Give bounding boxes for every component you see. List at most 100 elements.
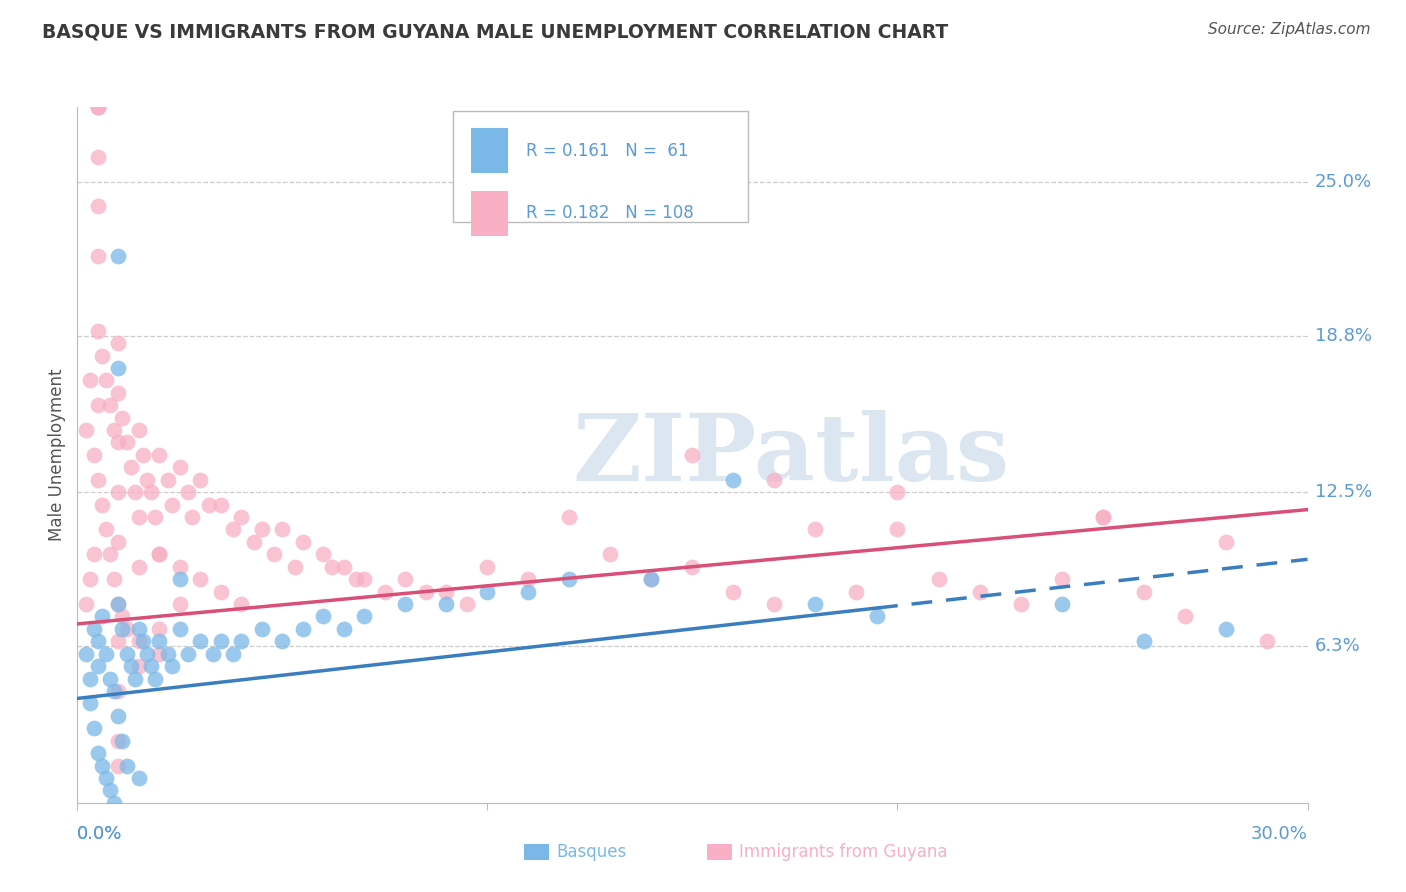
Point (148, 647, 170, 661)
Point (128, 510, 150, 524)
Point (344, 572, 367, 586)
Point (866, 609, 889, 624)
Point (250, 622, 273, 636)
Point (79, 572, 101, 586)
Point (103, 684, 125, 698)
Point (169, 460, 191, 475)
Point (90, 609, 114, 624)
Point (1215, 622, 1237, 636)
Point (599, 547, 621, 561)
Point (436, 597, 458, 611)
Point (201, 647, 224, 661)
Point (128, 659, 150, 673)
Point (111, 733, 134, 747)
Point (115, 758, 138, 772)
Point (90, 758, 114, 772)
Point (477, 584, 499, 599)
Point (517, 584, 540, 599)
Point (169, 622, 191, 636)
Point (87, 634, 110, 648)
Point (284, 559, 307, 574)
Point (148, 547, 170, 561)
Point (75, 423, 97, 437)
Point (107, 684, 129, 698)
Point (87, 150, 110, 164)
Point (83, 547, 105, 561)
Point (115, 622, 138, 636)
Point (312, 547, 335, 561)
Point (1174, 609, 1197, 624)
Point (197, 498, 219, 512)
Point (90, 349, 114, 363)
Point (682, 448, 704, 462)
Point (1091, 510, 1114, 524)
Point (87, 199, 110, 213)
Point (83, 721, 105, 735)
Point (128, 423, 150, 437)
Point (177, 647, 200, 661)
Point (558, 572, 581, 586)
Point (169, 597, 191, 611)
Point (558, 510, 581, 524)
Point (209, 634, 232, 648)
Point (107, 249, 129, 263)
Point (928, 572, 950, 586)
Point (1010, 597, 1032, 611)
Point (87, 324, 110, 338)
Point (394, 597, 416, 611)
Point (333, 559, 356, 574)
Point (111, 410, 134, 425)
Point (148, 634, 170, 648)
Point (90, 498, 114, 512)
Text: 18.8%: 18.8% (1315, 326, 1372, 344)
Point (222, 523, 245, 537)
Point (148, 547, 170, 561)
Point (94, 647, 117, 661)
Point (353, 572, 375, 586)
Point (1050, 597, 1073, 611)
Point (132, 448, 155, 462)
Point (250, 523, 273, 537)
Point (124, 485, 146, 500)
Point (79, 373, 101, 387)
Point (394, 572, 416, 586)
Point (804, 597, 827, 611)
Point (271, 523, 294, 537)
Point (353, 609, 375, 624)
Point (107, 535, 129, 549)
Point (98, 398, 121, 412)
Point (374, 584, 396, 599)
Point (103, 796, 125, 810)
Point (128, 622, 150, 636)
Point (107, 385, 129, 400)
Point (188, 473, 212, 487)
Point (209, 498, 232, 512)
Point (242, 535, 264, 549)
Point (682, 559, 704, 574)
Point (107, 708, 129, 723)
Point (160, 659, 183, 673)
Point (83, 622, 105, 636)
Point (1091, 510, 1114, 524)
Point (115, 647, 138, 661)
Point (271, 634, 294, 648)
Point (886, 485, 908, 500)
Point (1050, 572, 1073, 586)
Point (128, 771, 150, 785)
Point (103, 423, 125, 437)
Point (120, 460, 142, 475)
Point (969, 584, 991, 599)
Bar (471, 191, 508, 235)
Point (87, 746, 110, 760)
Point (107, 597, 129, 611)
Point (148, 448, 170, 462)
Point (415, 584, 437, 599)
Point (1256, 634, 1278, 648)
Point (436, 584, 458, 599)
Point (156, 647, 179, 661)
Text: 0.0%: 0.0% (77, 825, 122, 843)
Point (723, 473, 745, 487)
Point (128, 634, 150, 648)
Point (291, 622, 314, 636)
Point (136, 647, 159, 661)
